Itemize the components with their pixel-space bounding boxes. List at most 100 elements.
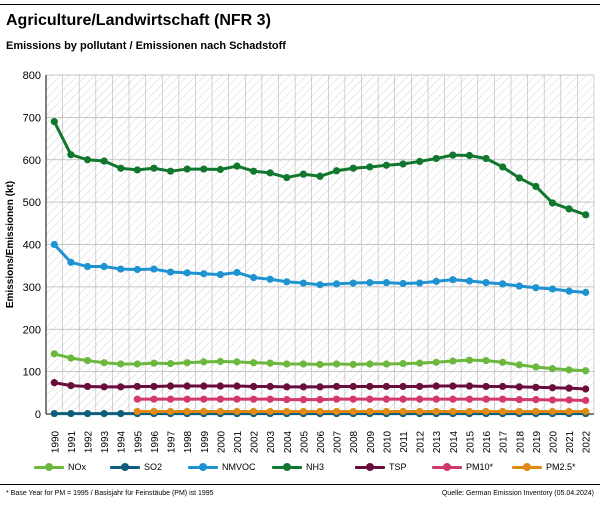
data-point-tsp: [482, 382, 490, 391]
data-point-pm10: [515, 395, 523, 404]
data-point-tsp: [299, 383, 307, 391]
footnote: * Base Year for PM = 1995 / Basisjahr fü…: [6, 490, 214, 497]
data-point-nox: [249, 359, 258, 367]
data-point-nmvoc: [133, 265, 141, 274]
legend-item: PM2.5*: [512, 458, 576, 476]
x-tick-label: 1990: [50, 430, 61, 453]
x-tick-label: 2001: [233, 430, 244, 453]
data-point-nh3: [565, 205, 573, 213]
data-point-nh3: [183, 165, 191, 173]
data-point-nox: [233, 358, 241, 366]
x-tick-label: 2000: [216, 430, 227, 453]
data-point-nh3: [83, 156, 92, 164]
y-tick-label: 800: [23, 70, 41, 82]
data-point-nh3: [416, 157, 424, 166]
data-point-nmvoc: [565, 287, 573, 295]
legend-item: NH3: [272, 458, 324, 476]
legend-label: NH3: [306, 462, 325, 472]
data-point-pm2-5: [200, 407, 208, 416]
x-tick-label: 2003: [266, 430, 277, 453]
x-tick-label: 1991: [67, 430, 78, 453]
data-point-nox: [299, 360, 307, 368]
data-point-nox: [67, 354, 75, 362]
data-point-tsp: [100, 383, 108, 391]
x-tick-label: 1997: [167, 430, 178, 453]
x-tick-label: 2020: [548, 430, 559, 453]
data-point-nh3: [266, 169, 274, 177]
data-point-nmvoc: [83, 262, 92, 271]
x-tick-label: 2014: [449, 430, 460, 453]
data-point-nox: [465, 356, 474, 364]
legend-label: NMVOC: [222, 462, 256, 472]
data-point-nmvoc: [482, 279, 490, 287]
x-tick-label: 2017: [499, 430, 510, 453]
data-point-nh3: [548, 199, 557, 207]
data-point-tsp: [200, 382, 208, 390]
data-point-nmvoc: [449, 276, 457, 284]
data-point-tsp: [582, 385, 590, 393]
data-point-pm10: [316, 395, 324, 404]
x-tick-label: 1995: [133, 430, 144, 453]
y-tick-label: 100: [23, 367, 41, 379]
x-tick-label: 2009: [366, 430, 377, 453]
data-point-pm2-5: [333, 407, 341, 416]
data-point-pm2-5: [465, 407, 474, 416]
data-point-pm2-5: [150, 407, 158, 416]
data-point-nh3: [582, 211, 590, 219]
y-tick-label: 600: [23, 155, 41, 167]
data-point-pm2-5: [548, 407, 557, 416]
data-point-tsp: [416, 382, 424, 391]
x-tick-label: 2016: [482, 430, 493, 453]
data-point-tsp: [432, 382, 440, 390]
data-point-pm10: [299, 395, 307, 404]
data-point-pm10: [233, 395, 241, 403]
data-point-nh3: [200, 165, 208, 173]
x-tick-label: 2007: [333, 430, 344, 453]
data-point-pm2-5: [233, 407, 241, 416]
data-point-nox: [515, 361, 523, 369]
data-point-nh3: [283, 173, 291, 182]
data-point-nmvoc: [349, 279, 357, 287]
data-point-nh3: [465, 151, 474, 160]
data-point-nh3: [216, 165, 224, 174]
data-point-pm2-5: [166, 407, 175, 416]
legend-item: PM10*: [432, 458, 493, 476]
data-point-tsp: [449, 382, 457, 390]
data-point-tsp: [565, 384, 573, 392]
data-point-pm2-5: [299, 407, 307, 416]
data-point-pm2-5: [266, 407, 274, 416]
data-point-nox: [83, 357, 92, 365]
data-point-tsp: [150, 382, 158, 391]
data-point-nh3: [532, 182, 540, 191]
data-point-nox: [333, 360, 341, 368]
data-point-nmvoc: [67, 258, 75, 266]
data-point-nox: [266, 359, 274, 367]
x-tick-label: 2021: [565, 430, 576, 453]
data-point-nox: [150, 359, 158, 367]
y-tick-label: 700: [23, 112, 41, 124]
data-point-pm10: [382, 395, 391, 403]
data-point-nox: [382, 360, 391, 368]
data-point-pm10: [150, 395, 158, 403]
data-point-pm10: [366, 395, 374, 403]
data-point-so2: [100, 409, 108, 418]
data-point-tsp: [382, 382, 391, 391]
data-point-tsp: [316, 383, 324, 391]
data-point-pm10: [349, 395, 357, 403]
line-chart: 0 100 200 300 400 500 600 700 800 1990 1991 1992 199…: [5, 70, 595, 453]
data-point-nmvoc: [532, 284, 540, 292]
data-point-tsp: [465, 382, 474, 390]
data-point-nox: [499, 358, 507, 366]
data-point-nox: [133, 360, 141, 368]
data-point-nh3: [67, 151, 75, 159]
data-point-so2: [83, 409, 92, 418]
legend-swatch: [188, 462, 218, 472]
data-point-nox: [349, 360, 357, 369]
data-point-nmvoc: [432, 277, 440, 285]
x-tick-label: 2008: [349, 430, 360, 453]
x-tick-label: 2015: [465, 430, 476, 453]
legend-swatch: [512, 462, 542, 472]
data-point-tsp: [266, 382, 274, 391]
chart-legend: NOx SO2 NMVOC NH3 TSP PM10* PM2.5*: [0, 458, 600, 476]
data-point-nh3: [50, 118, 58, 126]
